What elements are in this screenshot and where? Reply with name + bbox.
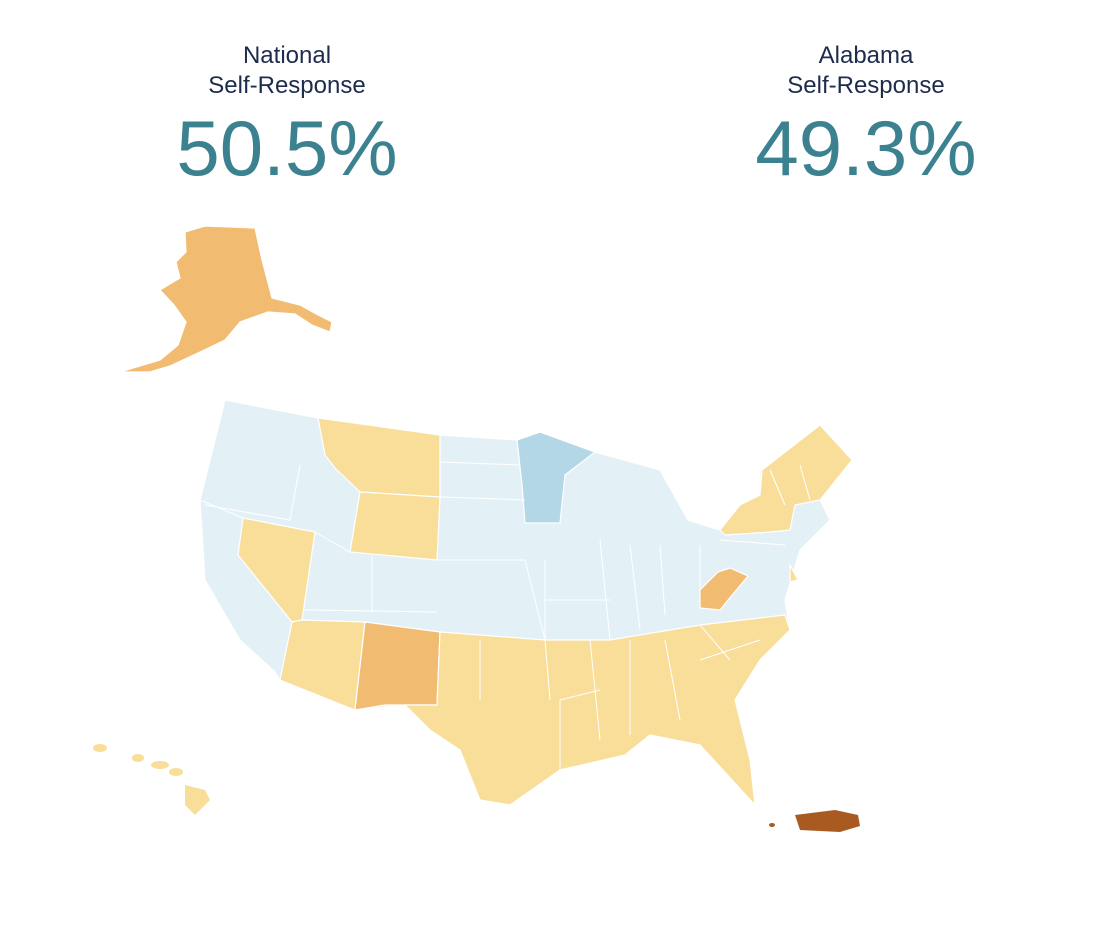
label: Self-Response (208, 72, 365, 99)
wyoming (349, 491, 441, 561)
map (93, 225, 860, 832)
label: Self-Response (787, 72, 944, 99)
rate: 49.3% (755, 104, 976, 192)
puerto-rico (795, 810, 860, 832)
puerto-rico-island (769, 823, 775, 827)
alaska (119, 225, 333, 373)
state-summary: Alabama Self-Response 49.3% (755, 42, 976, 192)
national-summary: National Self-Response 50.5% (176, 42, 397, 192)
label: National (243, 42, 331, 69)
delaware (789, 564, 799, 583)
hawaii (93, 744, 210, 815)
label: Alabama (819, 42, 914, 69)
new-mexico (354, 621, 441, 711)
northeast (719, 424, 853, 536)
rate: 50.5% (176, 104, 397, 192)
arizona (279, 619, 366, 711)
west-virginia (699, 567, 749, 611)
state-borders (199, 461, 811, 770)
minnesota (516, 431, 596, 524)
